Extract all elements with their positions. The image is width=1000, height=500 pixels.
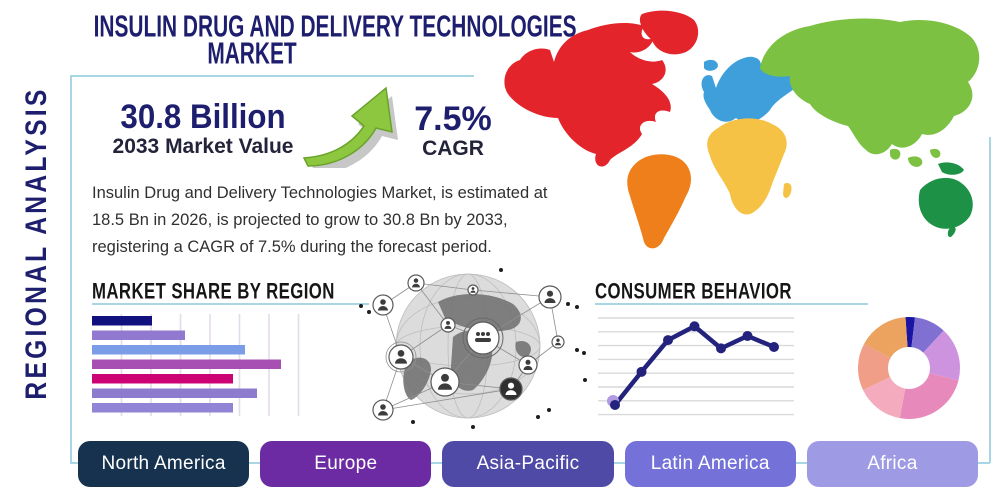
page-title-line1: INSULIN DRUG AND DELIVERY TECHNOLOGIES: [93, 10, 577, 44]
market-share-underline: [92, 303, 369, 305]
donut-slice-6: [858, 343, 891, 391]
page-title: INSULIN DRUG AND DELIVERY TECHNOLOGIES M…: [32, 10, 577, 71]
donut-slice-4: [899, 373, 959, 419]
map-region-asia: [930, 148, 941, 159]
consumer-behavior-heading: CONSUMER BEHAVIOR: [595, 279, 792, 304]
bar-3: [92, 345, 245, 355]
bar-2: [92, 330, 185, 340]
donut-slice-1: [905, 317, 916, 348]
map-region-asia: [890, 148, 901, 160]
cagr-label: CAGR: [422, 137, 484, 160]
growth-arrow-icon: [302, 86, 398, 168]
bar-7: [92, 403, 233, 413]
market-share-bar-chart: [92, 314, 300, 416]
consumer-behavior-underline: [595, 303, 868, 305]
panel-border-right: [989, 137, 991, 463]
donut-slice-7: [864, 317, 908, 359]
region-buttons: North America Europe Asia-Pacific Latin Ame…: [78, 441, 979, 487]
map-region-australia: [918, 177, 973, 229]
sidebar-vertical-label: REGIONAL ANALYSIS: [20, 86, 53, 400]
map-region-australia: [957, 214, 965, 224]
page-title-line2: MARKET: [207, 37, 297, 71]
map-region-europe: [704, 59, 718, 71]
bar-1: [92, 316, 152, 326]
donut-slice-3: [923, 330, 960, 381]
market-description: Insulin Drug and Delivery Technologies M…: [92, 184, 548, 256]
market-value: 30.8 Billion: [120, 98, 286, 136]
region-button-europe[interactable]: Europe: [260, 441, 432, 487]
region-button-asia-pacific[interactable]: Asia-Pacific: [442, 441, 614, 487]
map-region-north-america: [504, 23, 671, 167]
panel-border-left: [70, 76, 72, 463]
map-region-australia: [938, 162, 964, 175]
map-region-asia: [760, 18, 980, 155]
globe-network-graphic: [359, 268, 587, 429]
map-region-australia: [947, 226, 956, 238]
map-region-africa: [783, 182, 792, 198]
donut-slice-2: [911, 317, 944, 353]
region-button-north-america[interactable]: North America: [78, 441, 250, 487]
map-region-africa: [707, 118, 787, 215]
map-region-asia: [903, 58, 920, 98]
market-value-label: 2033 Market Value: [112, 135, 294, 158]
bar-4: [92, 359, 281, 369]
region-donut-chart: [858, 317, 960, 419]
consumer-behavior-line-chart: [598, 317, 794, 416]
bar-5: [92, 374, 233, 384]
panel-border-top: [70, 75, 474, 77]
map-region-south-america: [627, 154, 691, 249]
map-region-asia: [908, 156, 923, 167]
market-share-heading: MARKET SHARE BY REGION: [92, 279, 335, 304]
region-button-africa[interactable]: Africa: [806, 441, 979, 487]
world-map: [504, 10, 980, 249]
map-region-north-america: [639, 10, 699, 55]
bar-6: [92, 388, 257, 398]
donut-slice-5: [863, 377, 906, 419]
region-button-latin-america[interactable]: Latin America: [624, 441, 796, 487]
cagr-value: 7.5%: [414, 100, 492, 138]
